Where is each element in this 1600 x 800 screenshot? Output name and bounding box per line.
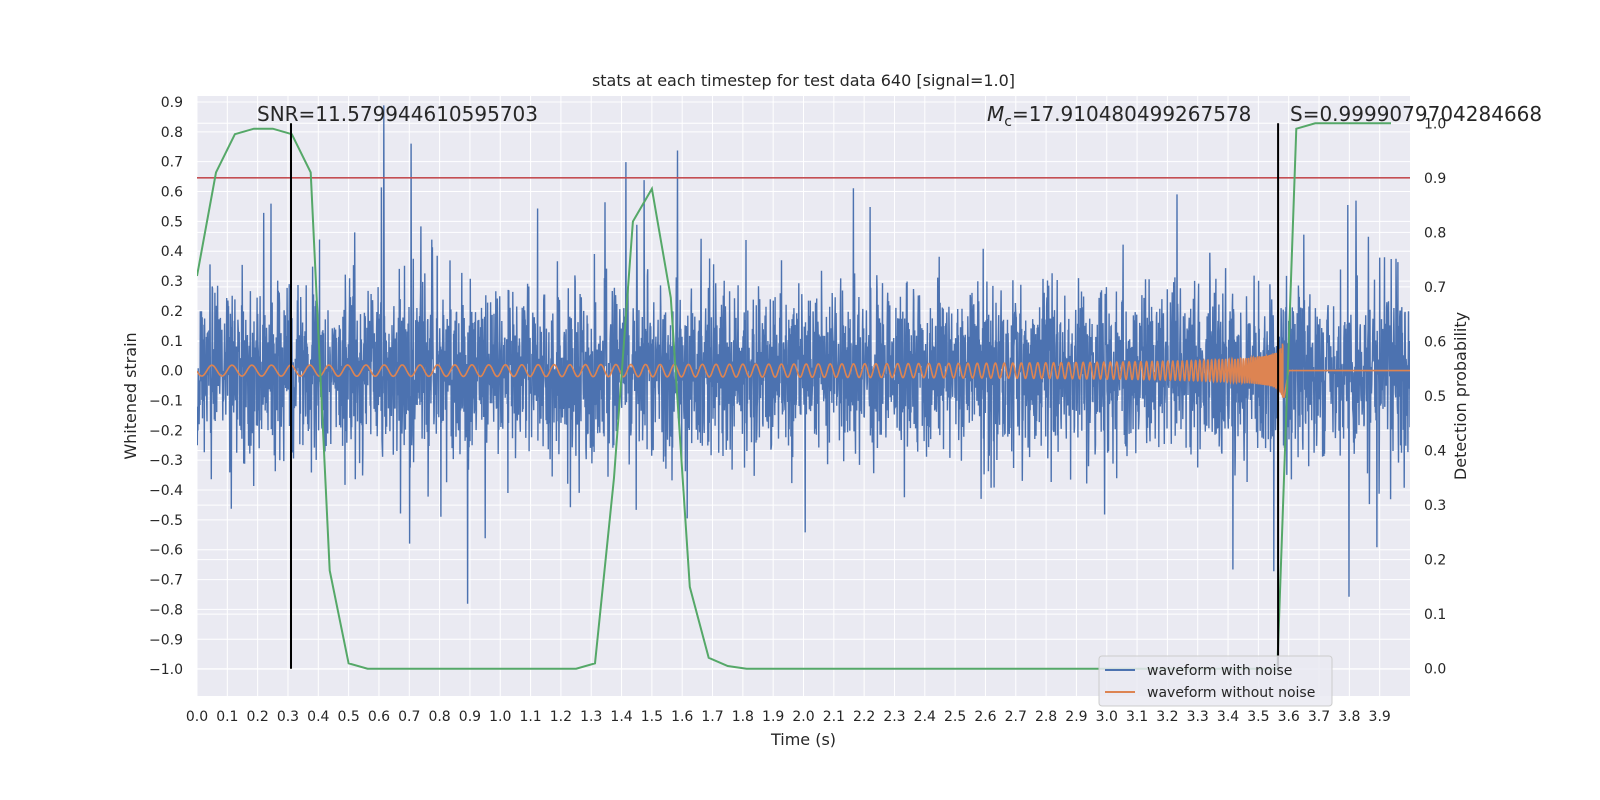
y-tick-label: 0.9 [161, 95, 183, 111]
x-tick-label: 2.5 [944, 709, 966, 725]
snr-annotation: SNR=11.579944610595703 [257, 102, 538, 126]
x-tick-label: 3.7 [1308, 709, 1330, 725]
y2-tick-label: 0.4 [1424, 444, 1446, 460]
y-tick-label: 0.4 [161, 244, 183, 260]
y-tick-label: 0.7 [161, 155, 183, 171]
x-tick-label: 3.2 [1156, 709, 1178, 725]
x-tick-label: 0.7 [398, 709, 420, 725]
x-axis-label: Time (s) [770, 730, 836, 749]
y-tick-label: 0.1 [161, 334, 183, 350]
y-tick-label: −0.8 [149, 602, 183, 618]
x-tick-label: 0.3 [277, 709, 299, 725]
y-tick-label: −0.9 [149, 632, 183, 648]
x-tick-label: 1.6 [671, 709, 693, 725]
y2-tick-label: 0.9 [1424, 171, 1446, 187]
y2-axis-label: Detection probability [1451, 312, 1470, 480]
y-tick-label: −0.7 [149, 573, 183, 589]
x-tick-label: 0.1 [216, 709, 238, 725]
y2-axis-ticks: 0.0 0.1 0.2 0.3 0.4 0.5 0.6 0.7 0.8 0.9 1.0 [1424, 116, 1446, 677]
x-tick-label: 2.6 [974, 709, 996, 725]
y2-tick-label: 0.5 [1424, 389, 1446, 405]
s-annotation: S=0.9999079704284668 [1290, 102, 1542, 126]
x-tick-label: 1.3 [580, 709, 602, 725]
x-tick-label: 2.7 [1005, 709, 1027, 725]
x-tick-label: 2.2 [853, 709, 875, 725]
y2-tick-label: 0.8 [1424, 225, 1446, 241]
x-tick-label: 0.8 [428, 709, 450, 725]
x-tick-label: 3.0 [1096, 709, 1118, 725]
y-tick-label: −1.0 [149, 662, 183, 678]
y2-tick-label: 0.7 [1424, 280, 1446, 296]
y2-tick-label: 0.0 [1424, 662, 1446, 678]
chirp-mass-subscript: c [1004, 114, 1012, 130]
x-tick-label: 0.0 [186, 709, 208, 725]
legend-label-waveform-without-noise: waveform without noise [1147, 685, 1315, 701]
y-tick-label: −0.3 [149, 453, 183, 469]
y2-tick-label: 1.0 [1424, 116, 1446, 132]
x-tick-label: 3.9 [1369, 709, 1391, 725]
y2-tick-label: 0.2 [1424, 553, 1446, 569]
x-tick-label: 0.9 [459, 709, 481, 725]
y-axis-label: Whitened strain [121, 332, 140, 459]
y-axis-ticks: 0.9 0.8 0.7 0.6 0.5 0.4 0.3 0.2 0.1 0.0 −0.1 −0.2 −0… [149, 95, 183, 678]
x-tick-label: 3.3 [1187, 709, 1209, 725]
y-tick-label: 0.8 [161, 125, 183, 141]
x-tick-label: 1.8 [732, 709, 754, 725]
chirp-mass-value: =17.910480499267578 [1012, 102, 1251, 126]
y-tick-label: −0.6 [149, 543, 183, 559]
x-tick-label: 1.1 [519, 709, 541, 725]
y2-tick-label: 0.6 [1424, 334, 1446, 350]
y-tick-label: −0.2 [149, 423, 183, 439]
x-tick-label: 1.5 [641, 709, 663, 725]
x-tick-label: 2.8 [1035, 709, 1057, 725]
y-tick-label: −0.5 [149, 513, 183, 529]
x-axis-ticks: 0.0 0.1 0.2 0.3 0.4 0.5 0.6 0.7 0.8 0.9 1.0 1.1 1.2 1… [186, 709, 1391, 725]
chirp-mass-symbol: M [987, 102, 1004, 126]
x-tick-label: 2.4 [914, 709, 936, 725]
y2-tick-label: 0.3 [1424, 498, 1446, 514]
x-tick-label: 3.4 [1217, 709, 1239, 725]
chirp-mass-annotation: Mc=17.910480499267578 [987, 102, 1251, 130]
x-tick-label: 1.9 [762, 709, 784, 725]
y-tick-label: −0.1 [149, 393, 183, 409]
x-tick-label: 2.3 [883, 709, 905, 725]
x-tick-label: 3.1 [1126, 709, 1148, 725]
x-tick-label: 3.8 [1338, 709, 1360, 725]
x-tick-label: 0.4 [307, 709, 329, 725]
x-tick-label: 0.6 [368, 709, 390, 725]
series-waveform-without-noise [197, 343, 1410, 398]
y-tick-label: 0.5 [161, 214, 183, 230]
y-tick-label: 0.3 [161, 274, 183, 290]
x-tick-label: 3.5 [1247, 709, 1269, 725]
y-tick-label: −0.4 [149, 483, 183, 499]
x-tick-label: 2.9 [1065, 709, 1087, 725]
x-tick-label: 3.6 [1278, 709, 1300, 725]
chart-title: stats at each timestep for test data 640… [592, 71, 1015, 90]
x-tick-label: 2.0 [792, 709, 814, 725]
y2-tick-label: 0.1 [1424, 607, 1446, 623]
x-tick-label: 1.0 [489, 709, 511, 725]
x-tick-label: 1.2 [550, 709, 572, 725]
legend-label-waveform-with-noise: waveform with noise [1147, 663, 1292, 679]
x-tick-label: 1.4 [610, 709, 632, 725]
y-tick-label: 0.2 [161, 304, 183, 320]
legend-box [1098, 655, 1333, 707]
x-tick-label: 0.5 [337, 709, 359, 725]
x-tick-label: 0.2 [247, 709, 269, 725]
y-tick-label: 0.0 [161, 364, 183, 380]
x-tick-label: 2.1 [823, 709, 845, 725]
legend: waveform with noise waveform without noi… [1098, 655, 1333, 707]
x-tick-label: 1.7 [701, 709, 723, 725]
y-tick-label: 0.6 [161, 185, 183, 201]
